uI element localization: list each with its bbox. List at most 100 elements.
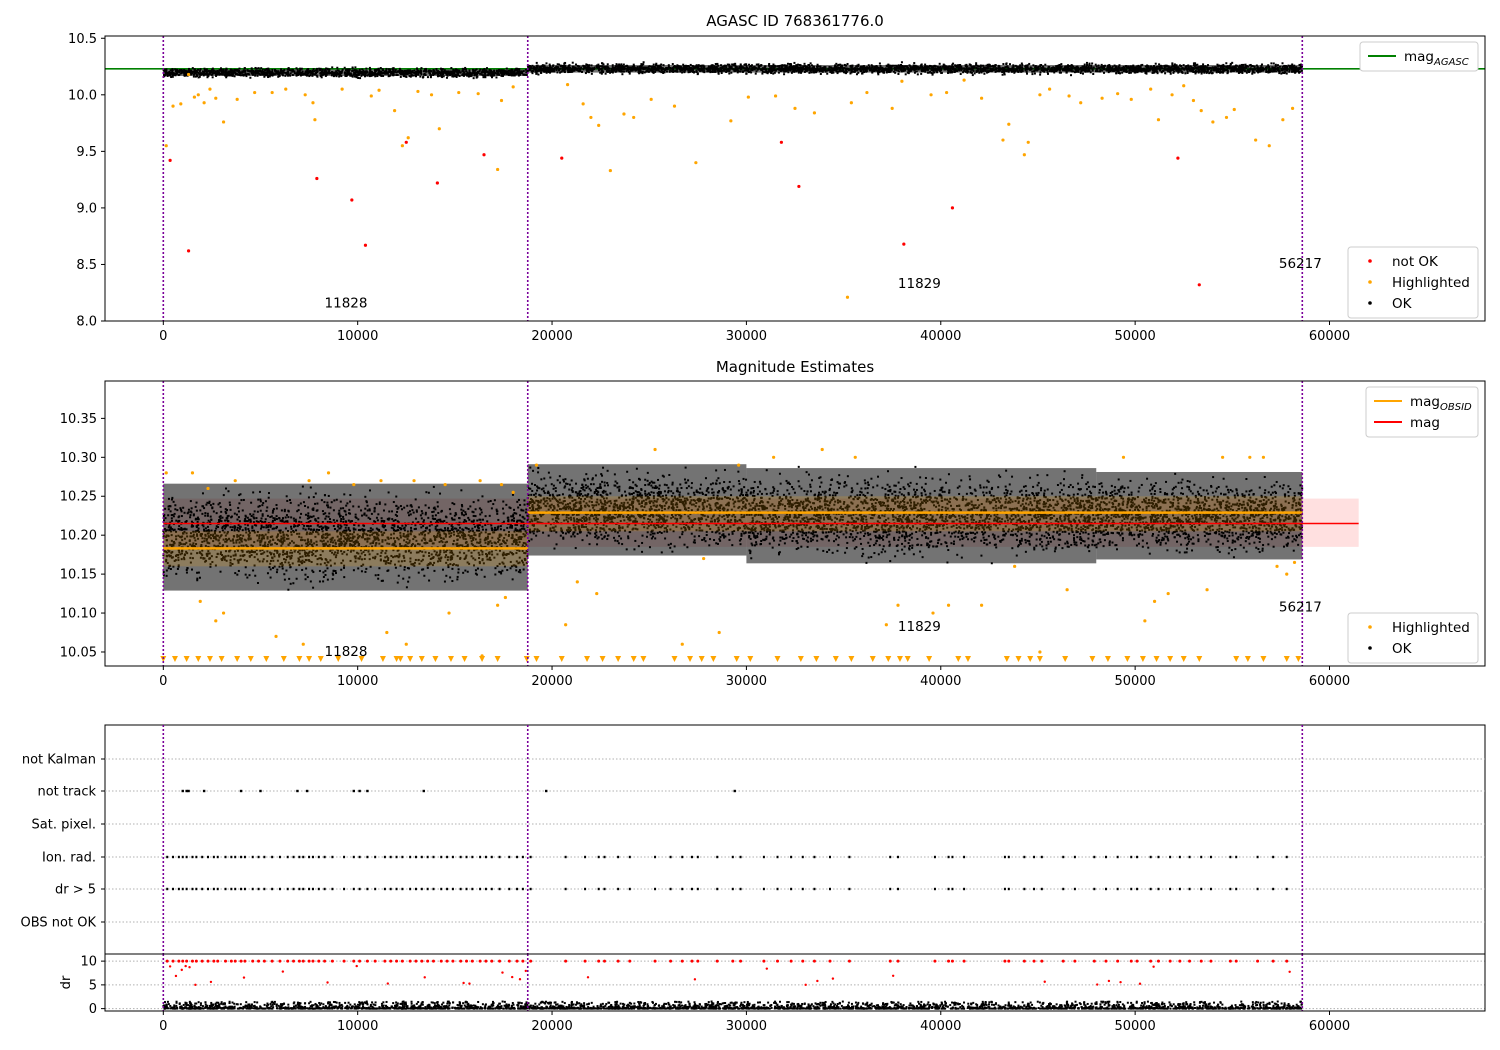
agasc-ok-point <box>975 62 978 65</box>
agasc-ok-point <box>286 73 289 76</box>
agasc-ok-point <box>1249 67 1252 70</box>
agasc-ok-point <box>897 64 900 67</box>
agasc-ok-point <box>901 66 904 69</box>
agasc-ok-point <box>700 66 703 69</box>
agasc-ok-point <box>199 73 202 76</box>
agasc-ok-point <box>227 74 230 77</box>
agasc-ok-point <box>1217 67 1220 70</box>
agasc-ok-point <box>1200 69 1203 72</box>
agasc-ok-point <box>311 71 314 74</box>
agasc-ok-point <box>767 70 770 73</box>
agasc-ok-point <box>1052 66 1055 69</box>
agasc-ok-point <box>282 70 285 73</box>
agasc-ok-point <box>1278 72 1281 75</box>
agasc-highlighted-point <box>1001 138 1005 142</box>
agasc-ok-point <box>489 72 492 75</box>
agasc-ok-point <box>948 65 951 68</box>
estimates-ok-point <box>242 544 245 547</box>
agasc-ok-point <box>970 67 973 70</box>
estimates-ok-point <box>330 537 333 540</box>
estimates-ok-point <box>324 573 327 576</box>
agasc-ok-point <box>1076 67 1079 70</box>
agasc-ok-point <box>372 72 375 75</box>
agasc-ok-point <box>173 73 176 76</box>
figure-title: AGASC ID 768361776.0 <box>706 12 884 30</box>
agasc-ok-point <box>1173 65 1176 68</box>
agasc-ok-point <box>1257 71 1260 74</box>
agasc-ok-point <box>389 68 392 71</box>
agasc-ok-point <box>909 69 912 72</box>
agasc-ok-point <box>1085 61 1088 64</box>
agasc-not-ok-point <box>560 156 564 160</box>
agasc-ok-point <box>197 76 200 79</box>
agasc-ok-point <box>204 70 207 73</box>
agasc-ok-point <box>377 69 380 72</box>
estimates-ok-point <box>434 521 437 524</box>
agasc-highlighted-point <box>369 94 373 98</box>
estimates-ok-point <box>269 515 272 518</box>
agasc-ok-point <box>244 69 247 72</box>
agasc-ok-point <box>720 64 723 67</box>
agasc-ok-point <box>734 65 737 68</box>
estimates-ok-point <box>446 549 449 552</box>
agasc-ok-point <box>1112 68 1115 71</box>
agasc-ok-point <box>726 63 729 66</box>
agasc-ok-point <box>1020 70 1023 73</box>
agasc-ok-point <box>925 65 928 68</box>
agasc-ok-point <box>361 71 364 74</box>
agasc-highlighted-point <box>900 79 904 83</box>
agasc-ok-point <box>919 65 922 68</box>
agasc-ok-point <box>1220 68 1223 71</box>
agasc-ok-point <box>815 71 818 74</box>
agasc-ok-point <box>1284 66 1287 69</box>
estimates-ok-point <box>222 555 225 558</box>
agasc-ok-point <box>1212 67 1215 70</box>
agasc-ok-point <box>347 73 350 76</box>
estimates-ok-point <box>402 527 405 530</box>
agasc-ok-point <box>500 74 503 77</box>
agasc-ok-point <box>1162 69 1165 72</box>
agasc-ok-point <box>507 69 510 72</box>
agasc-ok-point <box>988 63 991 66</box>
estimates-ok-point <box>173 559 176 562</box>
agasc-ok-point <box>462 74 465 77</box>
agasc-ok-point <box>1231 69 1234 72</box>
agasc-ok-point <box>248 73 251 76</box>
estimates-ok-point <box>523 517 526 520</box>
agasc-ok-point <box>871 71 874 74</box>
agasc-ok-point <box>849 64 852 67</box>
agasc-ok-point <box>830 71 833 74</box>
agasc-ok-point <box>465 70 468 73</box>
agasc-ok-point <box>314 72 317 75</box>
agasc-ok-point <box>267 76 270 79</box>
agasc-ok-point <box>1273 66 1276 69</box>
estimates-ok-point <box>286 521 289 524</box>
agasc-ok-point <box>537 73 540 76</box>
agasc-ok-point <box>651 66 654 69</box>
agasc-ok-point <box>717 67 720 70</box>
agasc-ok-point <box>461 73 464 76</box>
agasc-ok-point <box>211 68 214 71</box>
agasc-ok-point <box>1194 71 1197 74</box>
agasc-ok-point <box>1169 70 1172 73</box>
agasc-ok-point <box>748 63 751 66</box>
agasc-ok-point <box>920 64 923 67</box>
agasc-ok-point <box>916 66 919 69</box>
agasc-ok-point <box>644 67 647 70</box>
agasc-ok-point <box>904 65 907 68</box>
estimates-ok-point <box>261 537 264 540</box>
estimates-ok-point <box>420 560 423 563</box>
estimates-ok-point <box>484 546 487 549</box>
agasc-ok-point <box>1083 63 1086 66</box>
estimates-ok-point <box>212 510 215 513</box>
agasc-highlighted-point <box>1007 122 1011 126</box>
estimates-ok-point <box>518 561 521 564</box>
agasc-ok-point <box>178 69 181 72</box>
agasc-ok-point <box>1280 72 1283 75</box>
agasc-ok-point <box>567 66 570 69</box>
agasc-ok-point <box>422 76 425 79</box>
agasc-ok-point <box>471 72 474 75</box>
agasc-ok-point <box>466 71 469 74</box>
agasc-ok-point <box>865 69 868 72</box>
